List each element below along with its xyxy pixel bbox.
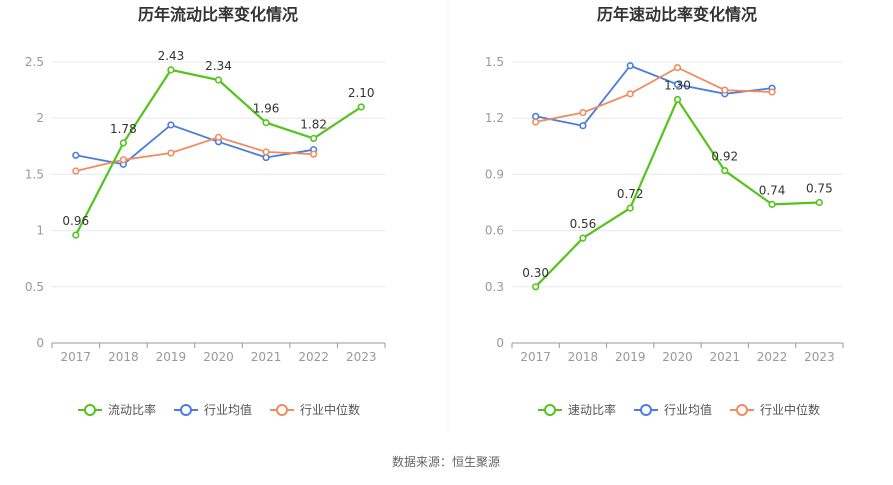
x-tick-label: 2021 [710,350,741,364]
data-point-median [119,156,127,164]
data-label: 2.43 [158,49,185,63]
legend-label-median: 行业中位数 [300,402,360,417]
y-tick-label: 1.5 [25,167,44,181]
data-point-avg [167,121,175,129]
x-tick-label: 2017 [61,350,92,364]
x-tick-label: 2022 [757,350,788,364]
data-label: 0.30 [522,266,549,280]
legend-marker-avg [640,404,652,416]
data-label: 0.75 [806,182,833,196]
data-label: 0.72 [617,187,644,201]
legend-marker-avg [180,404,192,416]
data-point-primary [626,204,634,212]
data-point-avg [532,112,540,120]
x-tick-label: 2022 [298,350,329,364]
y-tick-label: 0 [36,336,44,350]
data-point-primary [167,66,175,74]
data-point-median [673,64,682,72]
series-line-primary [74,68,362,236]
legend-label-avg: 行业均值 [664,402,712,417]
data-point-median [214,133,223,141]
data-label: 1.82 [300,117,327,131]
data-point-avg [262,153,270,162]
data-point-primary [768,200,776,208]
y-tick-label: 1 [36,224,44,238]
data-point-primary [357,103,365,111]
data-point-avg [673,80,682,89]
data-point-primary [579,234,587,242]
x-tick-label: 2017 [520,350,551,364]
data-point-median [626,90,634,98]
data-point-primary [119,139,127,147]
legend-marker-primary [544,404,556,416]
chart-title: 历年流动比率变化情况 [138,5,298,24]
legend-marker-median [736,404,748,416]
y-tick-label: 2 [36,111,44,125]
data-point-primary [72,231,80,239]
data-label: 0.56 [570,217,597,231]
data-point-median [768,88,776,96]
data-label: 0.96 [62,214,89,228]
data-point-median [310,150,318,158]
data-point-median [579,108,587,117]
data-point-primary [262,119,270,127]
y-tick-label: 1.5 [485,55,504,69]
x-tick-label: 2018 [568,350,599,364]
x-tick-label: 2019 [156,350,187,364]
chart-title: 历年速动比率变化情况 [597,5,757,24]
data-label: 1.78 [110,122,137,136]
x-tick-label: 2020 [203,350,234,364]
data-point-avg [626,62,634,70]
data-source-note: 数据来源：恒生聚源 [392,454,500,469]
data-point-primary [532,283,540,291]
data-point-median [167,149,175,157]
data-label: 1.30 [664,78,691,92]
data-point-median [72,167,80,175]
quick-ratio-chart: 历年速动比率变化情况 0 0.3 0.6 0.9 1.2 1.5 2017 2018 2019 20… [485,5,844,417]
data-point-primary [721,167,729,175]
series-line-median [535,66,773,123]
y-tick-label: 0.3 [485,280,504,294]
data-label: 2.10 [348,86,375,100]
data-point-primary [673,95,682,104]
series-line-avg [75,123,314,166]
data-point-primary [310,134,318,143]
y-tick-label: 0.6 [485,224,504,238]
data-label: 1.96 [253,102,280,116]
legend-label-primary: 流动比率 [108,402,156,417]
x-tick-label: 2021 [251,350,282,364]
x-tick-label: 2019 [615,350,646,364]
legend-label-avg: 行业均值 [204,402,252,417]
data-point-median [721,86,729,94]
data-point-avg [72,151,80,159]
series-line-median [75,136,314,172]
data-label: 0.92 [711,150,738,164]
x-tick-label: 2023 [346,350,377,364]
data-point-primary [815,198,823,207]
x-tick-label: 2018 [108,350,139,364]
y-tick-label: 0.5 [25,280,44,294]
current-ratio-chart: 历年流动比率变化情况 0 0.5 1 1.5 2 2.5 2017 2018 2019 2020 20… [25,5,386,417]
y-tick-label: 1.2 [485,111,504,125]
x-tick-label: 2023 [804,350,835,364]
legend-marker-median [276,404,288,416]
y-tick-label: 0 [496,336,504,350]
data-point-median [262,148,270,156]
y-tick-label: 0.9 [485,167,504,181]
data-point-avg [579,122,587,130]
data-point-median [532,118,540,126]
data-point-primary [214,76,223,84]
x-tick-label: 2020 [662,350,693,364]
legend-label-median: 行业中位数 [760,402,820,417]
legend-marker-primary [84,404,96,416]
y-tick-label: 2.5 [25,55,44,69]
legend-label-primary: 速动比率 [568,402,616,417]
series-line-avg [535,64,773,127]
data-label: 2.34 [205,59,232,73]
data-label: 0.74 [759,183,786,197]
